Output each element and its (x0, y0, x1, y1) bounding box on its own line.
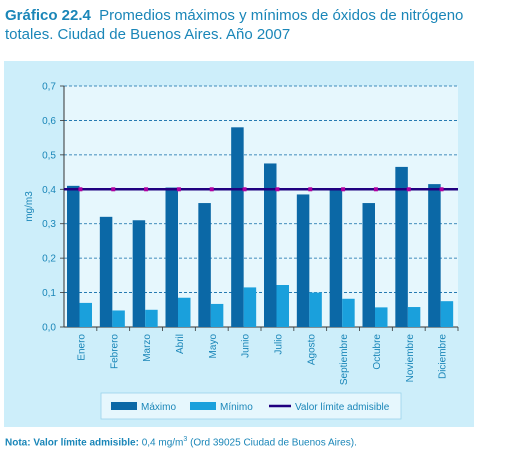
bar-maximo (428, 184, 441, 327)
bar-maximo (165, 187, 178, 327)
legend-swatch-maximo (111, 402, 137, 410)
bar-maximo (296, 194, 310, 327)
bar-minimo (440, 301, 454, 327)
y-tick-label: 0,5 (42, 150, 56, 161)
bar-maximo (231, 127, 244, 327)
x-tick-label: Septiembre (339, 334, 350, 386)
y-tick-label: 0,2 (42, 254, 56, 265)
footnote: Nota: Valor límite admisible: 0,4 mg/m3 … (5, 436, 357, 448)
chart-title: Gráfico 22.4 Promedios máximos y mínimos… (5, 6, 500, 44)
bar-minimo (178, 297, 191, 327)
bar-minimo (342, 298, 355, 327)
limit-marker (439, 187, 444, 192)
x-tick-label: Noviembre (405, 334, 416, 383)
x-tick-label: Abril (175, 334, 186, 354)
y-tick-label: 0,0 (42, 323, 56, 334)
x-tick-label: Marzo (142, 334, 153, 362)
limit-marker (78, 187, 83, 192)
footnote-source: (Ord 39025 Ciudad de Buenos Aires). (190, 437, 357, 449)
bar-minimo (407, 307, 421, 327)
limit-marker (341, 187, 346, 192)
limit-marker (308, 187, 313, 192)
limit-marker (209, 187, 214, 192)
bar-maximo (329, 189, 343, 327)
limit-marker (144, 187, 149, 192)
limit-marker (406, 187, 411, 192)
bar-maximo (362, 203, 375, 327)
bar-maximo (395, 166, 408, 327)
bar-maximo (99, 216, 113, 327)
footnote-label: Nota: Valor límite admisible: (5, 437, 139, 449)
y-tick-label: 0,1 (42, 288, 56, 299)
chart-title-text: Promedios máximos y mínimos de óxidos de… (5, 7, 464, 43)
legend-box (100, 392, 402, 420)
bar-minimo (112, 310, 125, 327)
chart-number: Gráfico 22.4 (5, 7, 91, 24)
legend-label-maximo: Máximo (141, 402, 176, 413)
limit-marker (242, 187, 247, 192)
bar-minimo (243, 287, 257, 327)
x-tick-label: Diciembre (438, 334, 449, 379)
footnote-sup: 3 (183, 436, 188, 443)
x-tick-label: Enero (76, 334, 87, 361)
y-tick-label: 0,3 (42, 219, 56, 230)
bar-minimo (79, 302, 92, 327)
x-tick-label: Octubre (372, 334, 383, 370)
bar-minimo (309, 292, 322, 327)
x-tick-label: Junio (241, 334, 252, 358)
bar-maximo (264, 163, 277, 327)
bar-chart: 0,0 0,1 0,2 0,3 0,4 0,5 0,6 0,7 mg/m3 Enero Febrer… (24, 82, 459, 420)
limit-marker (111, 187, 116, 192)
bar-maximo (67, 185, 80, 327)
footnote-value: 0,4 mg/m (141, 437, 184, 449)
bar-maximo (198, 203, 211, 327)
y-tick-label: 0,7 (42, 82, 56, 93)
x-tick-label: Julio (273, 334, 284, 355)
x-tick-label: Febrero (109, 334, 120, 369)
plot-area (64, 86, 458, 327)
legend-swatch-minimo (190, 402, 216, 410)
legend-label-limit: Valor límite admisible (295, 402, 390, 413)
legend-label-minimo: Mínimo (220, 402, 253, 413)
x-tick-label: Agosto (306, 334, 317, 366)
y-tick-label: 0,6 (42, 116, 56, 127)
limit-marker (373, 187, 378, 192)
bar-minimo (276, 284, 289, 327)
x-tick-label: Mayo (208, 334, 219, 359)
y-axis-label: mg/m3 (24, 191, 35, 222)
limit-marker (275, 187, 280, 192)
limit-marker (176, 187, 181, 192)
bar-minimo (375, 307, 388, 327)
bar-maximo (132, 220, 146, 327)
bar-minimo (210, 303, 224, 327)
y-tick-label: 0,4 (42, 185, 56, 196)
bar-minimo (145, 309, 158, 327)
